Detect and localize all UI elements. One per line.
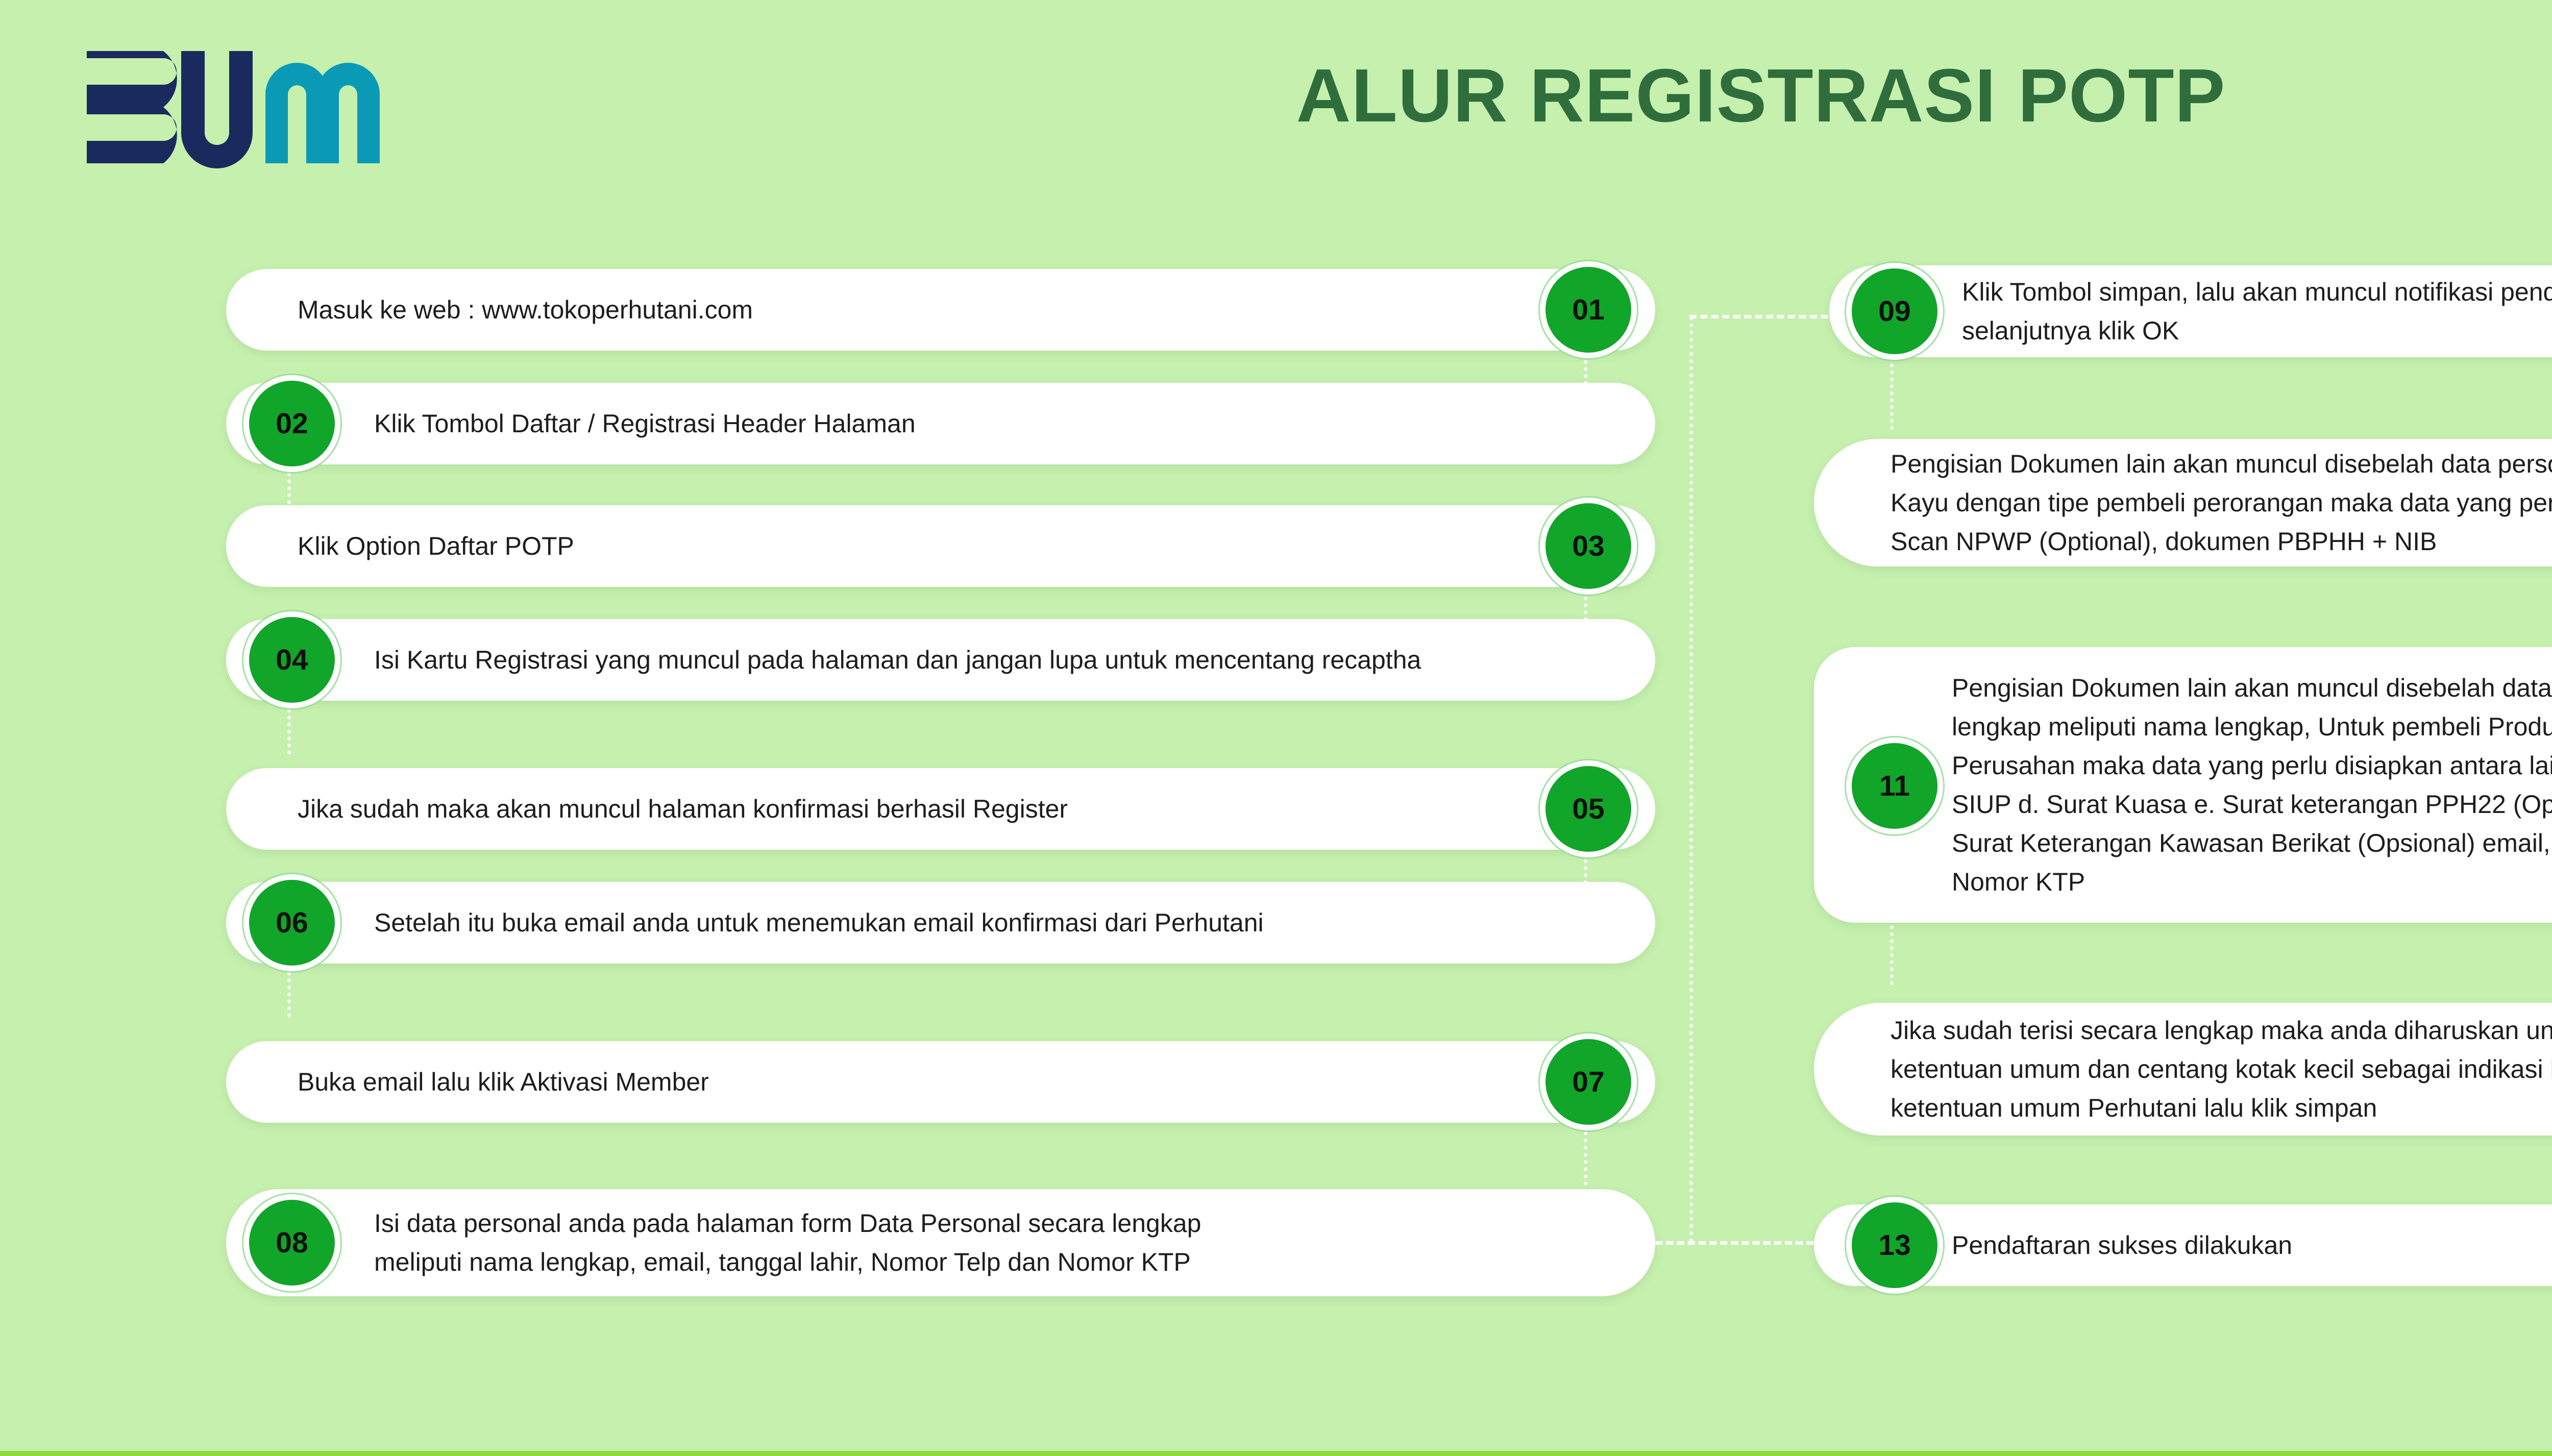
connector-bridge-to-09 xyxy=(1689,315,1894,318)
step-badge-05[interactable]: 05 xyxy=(1545,766,1631,852)
step-text-07: Buka email lalu klik Aktivasi Member xyxy=(298,1068,709,1096)
connector-03-04 xyxy=(1584,576,1587,642)
step-badge-11[interactable]: 11 xyxy=(1852,743,1937,829)
step-badge-06[interactable]: 06 xyxy=(249,880,335,966)
connector-09-10 xyxy=(1890,343,1894,430)
step-badge-08[interactable]: 08 xyxy=(249,1200,335,1286)
step-badge-09[interactable]: 09 xyxy=(1852,268,1937,354)
step-card-01[interactable]: Masuk ke web : www.tokoperhutani.com xyxy=(226,269,1655,351)
step-text-09: Klik Tombol simpan, lalu akan muncul not… xyxy=(1962,278,2552,345)
step-badge-07[interactable]: 07 xyxy=(1545,1039,1631,1125)
step-card-02[interactable]: Klik Tombol Daftar / Registrasi Header H… xyxy=(226,383,1655,464)
connector-11-12 xyxy=(1890,862,1894,985)
step-card-09[interactable]: Klik Tombol simpan, lalu akan muncul not… xyxy=(1829,265,2552,357)
step-badge-01[interactable]: 01 xyxy=(1545,267,1631,353)
step-card-08[interactable]: Isi data personal anda pada halaman form… xyxy=(226,1189,1655,1296)
step-card-12[interactable]: Jika sudah terisi secara lengkap maka an… xyxy=(1814,1003,2552,1136)
step-text-13: Pendaftaran sukses dilakukan xyxy=(1952,1231,2293,1260)
step-text-03: Klik Option Daftar POTP xyxy=(298,532,574,560)
step-card-07[interactable]: Buka email lalu klik Aktivasi Member xyxy=(226,1041,1655,1123)
bottom-accent-strip xyxy=(0,1451,2552,1456)
connector-01-02 xyxy=(1584,339,1587,406)
step-text-06: Setelah itu buka email anda untuk menemu… xyxy=(374,908,1264,937)
step-text-02: Klik Tombol Daftar / Registrasi Header H… xyxy=(374,409,916,438)
connector-04-05 xyxy=(287,688,291,754)
step-text-01: Masuk ke web : www.tokoperhutani.com xyxy=(298,295,753,324)
step-text-05: Jika sudah maka akan muncul halaman konf… xyxy=(298,795,1068,823)
connector-08-bridge-h xyxy=(1623,1241,1878,1245)
step-badge-13[interactable]: 13 xyxy=(1852,1202,1937,1288)
step-text-11: Pengisian Dokumen lain akan muncul diseb… xyxy=(1952,674,2552,896)
connector-07-08 xyxy=(1584,1110,1587,1207)
connector-02-03 xyxy=(287,452,291,518)
step-badge-02[interactable]: 02 xyxy=(249,381,335,466)
page-title: ALUR REGISTRASI POTP xyxy=(1296,54,2226,138)
step-card-10[interactable]: Pengisian Dokumen lain akan muncul diseb… xyxy=(1814,439,2552,566)
step-card-06[interactable]: Setelah itu buka email anda untuk menemu… xyxy=(226,882,1655,964)
step-text-10: Pengisian Dokumen lain akan muncul diseb… xyxy=(1891,450,2552,556)
connector-06-07 xyxy=(287,951,291,1017)
step-badge-04[interactable]: 04 xyxy=(249,617,335,703)
step-card-03[interactable]: Klik Option Daftar POTP xyxy=(226,505,1655,587)
step-badge-03[interactable]: 03 xyxy=(1545,503,1631,589)
step-card-04[interactable]: Isi Kartu Registrasi yang muncul pada ha… xyxy=(226,619,1655,701)
step-text-04: Isi Kartu Registrasi yang muncul pada ha… xyxy=(374,646,1421,674)
step-card-05[interactable]: Jika sudah maka akan muncul halaman konf… xyxy=(226,768,1655,850)
connector-05-06 xyxy=(1584,838,1587,905)
connector-bridge-v xyxy=(1689,316,1693,1243)
bumn-logo xyxy=(77,36,403,179)
step-text-08: Isi data personal anda pada halaman form… xyxy=(374,1209,1201,1276)
step-text-12: Jika sudah terisi secara lengkap maka an… xyxy=(1891,1016,2552,1122)
